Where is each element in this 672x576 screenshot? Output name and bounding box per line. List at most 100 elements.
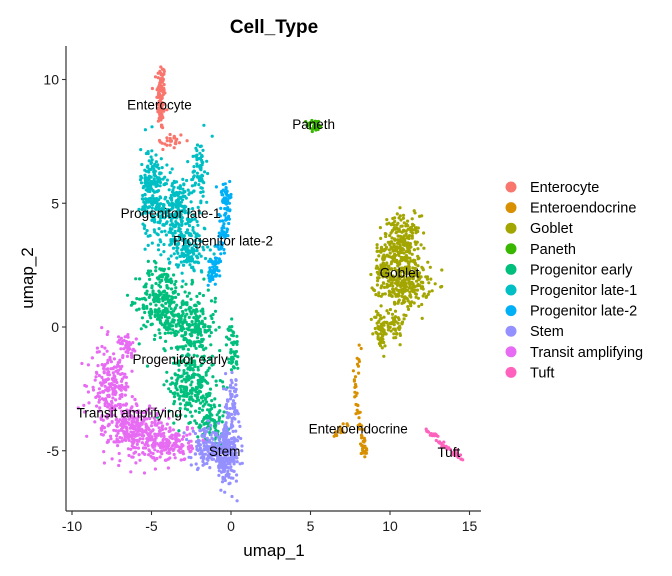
data-point	[156, 248, 161, 252]
data-point	[444, 444, 448, 448]
data-point	[191, 359, 195, 363]
data-point	[168, 435, 172, 439]
cluster-labels: EnterocyteEnteroendocrineGobletPanethPro…	[77, 97, 461, 460]
data-point	[229, 361, 233, 365]
data-point	[228, 397, 233, 401]
data-point	[157, 71, 161, 75]
data-point	[178, 359, 182, 363]
data-point	[163, 91, 167, 95]
data-point	[354, 412, 358, 416]
data-point	[164, 314, 168, 318]
data-point	[109, 360, 113, 364]
data-point	[188, 368, 192, 372]
data-point	[409, 228, 413, 232]
data-point	[162, 250, 166, 254]
data-point	[157, 207, 161, 211]
data-point	[385, 320, 389, 324]
data-point	[180, 354, 184, 358]
data-point	[188, 444, 192, 448]
data-point	[172, 203, 176, 207]
data-point	[138, 458, 142, 462]
data-point	[382, 323, 386, 327]
data-point	[148, 187, 152, 191]
data-point	[371, 332, 375, 336]
data-point	[190, 278, 194, 282]
data-point	[172, 421, 176, 425]
data-point	[386, 311, 391, 315]
data-point	[116, 444, 120, 448]
data-point	[199, 186, 203, 190]
data-point	[346, 424, 350, 428]
data-point	[109, 437, 113, 441]
data-point	[126, 414, 130, 418]
data-point	[118, 396, 122, 401]
data-point	[194, 390, 198, 394]
data-point	[177, 363, 181, 367]
data-point	[197, 389, 202, 393]
data-point	[153, 201, 157, 205]
data-point	[230, 370, 234, 375]
data-point	[160, 166, 164, 170]
data-point	[95, 394, 99, 398]
data-point	[185, 433, 189, 437]
data-point	[186, 219, 190, 223]
data-point	[357, 359, 361, 364]
data-point	[225, 452, 229, 456]
data-point	[170, 279, 174, 284]
data-point	[224, 199, 228, 203]
data-point	[131, 441, 135, 446]
data-point	[210, 450, 215, 454]
data-point	[170, 190, 175, 194]
data-point	[142, 184, 146, 188]
data-point	[158, 336, 162, 340]
data-point	[224, 343, 228, 347]
data-point	[412, 301, 416, 305]
data-point	[199, 199, 203, 203]
data-point	[419, 243, 423, 247]
y-tick-label: -5	[47, 443, 60, 459]
series-enterocyte	[150, 65, 189, 152]
data-point	[83, 410, 87, 414]
data-point	[205, 436, 209, 440]
data-point	[189, 297, 193, 301]
data-point	[177, 202, 181, 206]
data-point	[189, 389, 193, 393]
data-point	[179, 447, 183, 451]
data-point	[353, 390, 357, 394]
data-point	[191, 429, 195, 433]
data-point	[230, 381, 234, 385]
data-point	[125, 293, 130, 297]
data-point	[379, 340, 383, 345]
data-point	[375, 243, 379, 247]
data-point	[155, 317, 160, 321]
data-point	[163, 175, 167, 179]
data-point	[140, 418, 144, 422]
data-point	[390, 294, 394, 298]
data-point	[378, 272, 382, 277]
data-point	[156, 76, 160, 80]
data-point	[179, 195, 183, 199]
data-point	[184, 385, 188, 389]
data-point	[228, 406, 232, 411]
data-point	[211, 260, 215, 265]
data-point	[214, 379, 218, 383]
data-point	[185, 371, 189, 375]
data-point	[147, 310, 151, 314]
data-point	[197, 252, 201, 256]
data-point	[216, 458, 220, 462]
data-point	[183, 238, 187, 242]
data-point	[141, 437, 145, 441]
cluster-label: Progenitor late-2	[173, 233, 273, 248]
data-point	[234, 451, 238, 455]
data-point	[151, 445, 155, 449]
data-point	[220, 431, 225, 436]
data-point	[398, 214, 402, 218]
data-point	[410, 282, 414, 286]
data-point	[165, 208, 169, 212]
data-point	[173, 306, 177, 310]
data-point	[185, 312, 189, 316]
data-point	[231, 399, 235, 403]
data-point	[156, 314, 160, 318]
data-point	[334, 430, 338, 434]
data-point	[117, 364, 121, 368]
